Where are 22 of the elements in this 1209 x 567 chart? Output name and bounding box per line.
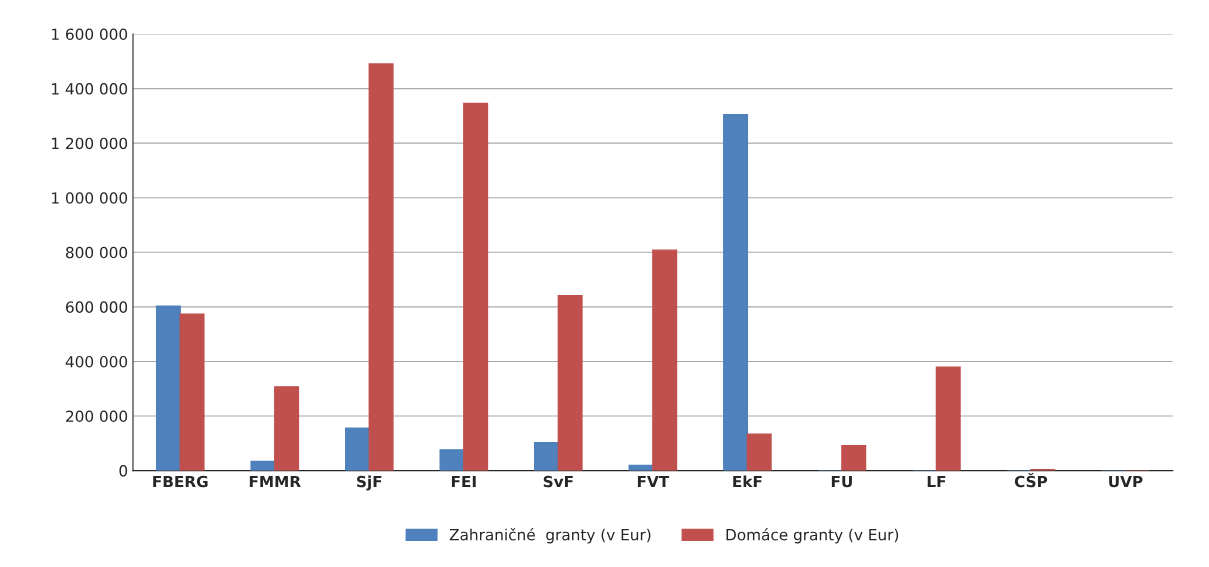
x-tick-label: EkF [733,475,762,488]
x-tick-label: CŠP [1014,472,1048,488]
x-tick-label: FBERG [153,475,208,488]
legend-label: Domáce granty (v Eur) [726,528,899,544]
y-tick-label: 1 600 000 [52,28,128,41]
x-tick-label: SjF [357,475,382,491]
y-tick-label: 800 000 [65,246,128,259]
x-tick-label: FEI [451,475,476,488]
y-tick-label: 1 200 000 [52,137,128,150]
x-tick-label: SvF [543,475,573,488]
y-tick-label: 200 000 [66,410,128,423]
y-tick-label: 400 000 [65,355,128,368]
y-tick-label: 0 [119,465,128,477]
x-tick-label: FU [831,475,852,488]
x-tick-label: FMMR [249,475,301,488]
y-tick-label: 1 000 000 [52,192,128,204]
y-tick-label: 600 000 [66,301,128,313]
x-tick-label: FVT [637,475,670,488]
x-tick-label: UVP [1109,475,1143,488]
legend-label: Zahraničné granty (v Eur) [449,528,651,544]
y-tick-label: 1 400 000 [52,83,128,95]
x-tick-label: LF [927,475,946,488]
